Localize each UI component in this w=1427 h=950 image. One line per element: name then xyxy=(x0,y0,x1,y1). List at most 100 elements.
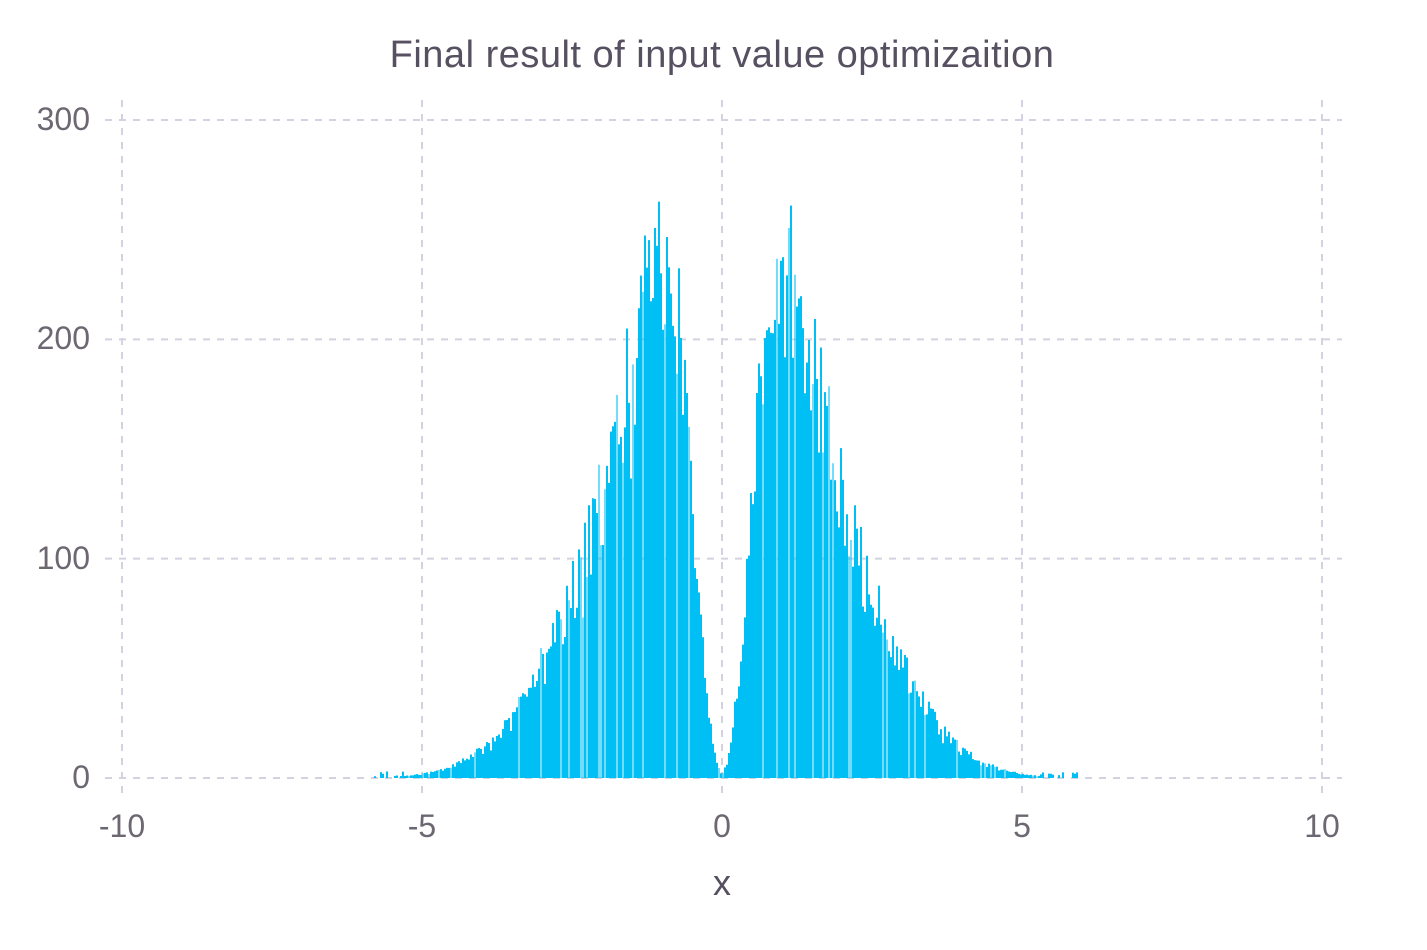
histogram-bar xyxy=(570,608,572,778)
histogram-bar xyxy=(832,463,834,778)
histogram-bar xyxy=(864,611,866,778)
histogram-bar xyxy=(884,619,886,778)
histogram-bar xyxy=(1042,772,1044,778)
y-tick-label-200: 200 xyxy=(36,320,90,357)
histogram-bar xyxy=(894,665,896,778)
histogram-bar xyxy=(536,680,538,778)
histogram-bar xyxy=(840,448,842,778)
histogram-bar xyxy=(874,625,876,778)
histogram-bar xyxy=(532,674,534,778)
histogram-bar xyxy=(824,392,826,778)
histogram-bar xyxy=(558,611,560,778)
histogram-bar xyxy=(424,772,426,778)
histogram-bar xyxy=(664,324,666,778)
histogram-bar xyxy=(556,610,558,778)
histogram-bar xyxy=(860,526,862,778)
histogram-bar xyxy=(402,771,404,778)
histogram-bar xyxy=(646,267,648,778)
histogram-bar xyxy=(820,347,822,778)
histogram-bar xyxy=(588,505,590,778)
x-tick-label--5: -5 xyxy=(407,808,437,844)
histogram-bar xyxy=(680,337,682,778)
histogram-bar xyxy=(546,652,548,778)
histogram-bar xyxy=(640,275,642,778)
histogram-bar xyxy=(462,758,464,778)
histogram-bar xyxy=(772,333,774,778)
y-tick-label-0: 0 xyxy=(72,759,90,795)
histogram-bar xyxy=(878,585,880,778)
histogram-bar xyxy=(422,773,424,778)
histogram-bar xyxy=(946,736,948,778)
histogram-bar xyxy=(1038,776,1040,778)
histogram-bar xyxy=(782,257,784,778)
histogram-bar xyxy=(456,762,458,778)
histogram-bar xyxy=(648,240,650,778)
histogram-bar xyxy=(818,452,820,778)
histogram-bar xyxy=(714,752,716,778)
histogram-bar xyxy=(972,759,974,778)
histogram-bar xyxy=(934,711,936,778)
histogram-bar xyxy=(734,701,736,778)
histogram-bar xyxy=(1016,772,1018,778)
histogram-bar xyxy=(606,465,608,778)
histogram-bar xyxy=(1058,775,1060,778)
histogram-bar xyxy=(790,205,792,779)
histogram-bar xyxy=(552,623,554,778)
histogram-bar xyxy=(980,765,982,778)
histogram-bar xyxy=(608,482,610,778)
histogram-bar xyxy=(892,635,894,778)
histogram-bar xyxy=(610,431,612,778)
histogram-bar xyxy=(666,237,668,778)
histogram-bar xyxy=(638,308,640,778)
histogram-bar xyxy=(544,684,546,778)
histogram-bar xyxy=(930,708,932,778)
histogram-bar xyxy=(728,753,730,778)
histogram-bar xyxy=(512,712,514,778)
histogram-bar xyxy=(794,274,796,778)
histogram-bar xyxy=(826,405,828,778)
histogram-bar xyxy=(730,742,732,778)
histogram-bar xyxy=(472,757,474,778)
histogram-bar xyxy=(624,427,626,778)
histogram-bar xyxy=(1072,772,1074,778)
histogram-bar xyxy=(394,775,396,778)
histogram-bar xyxy=(548,648,550,778)
histogram-bar xyxy=(526,696,528,778)
histogram-bar xyxy=(922,691,924,778)
histogram-bar xyxy=(950,743,952,778)
histogram-bar xyxy=(592,498,594,778)
histogram-bar xyxy=(764,338,766,778)
histogram-bar xyxy=(876,617,878,778)
histogram-bar xyxy=(778,323,780,778)
histogram-bar xyxy=(488,742,490,778)
histogram-bar xyxy=(742,644,744,778)
histogram-bar xyxy=(568,600,570,778)
histogram-bar xyxy=(436,770,438,778)
histogram-bar xyxy=(732,727,734,778)
histogram-bar xyxy=(628,402,630,778)
histogram-bar xyxy=(520,696,522,778)
histogram-bar xyxy=(656,245,658,779)
histogram-bar xyxy=(998,770,1000,778)
histogram-bar xyxy=(722,772,724,778)
histogram-bar xyxy=(1022,773,1024,778)
histogram-bar xyxy=(750,493,752,778)
histogram-bar xyxy=(708,717,710,778)
histogram-bar xyxy=(920,706,922,778)
histogram-bar xyxy=(928,701,930,778)
histogram-bar xyxy=(668,267,670,778)
histogram-bar xyxy=(718,768,720,778)
histogram-bar xyxy=(496,735,498,778)
histogram-bar xyxy=(596,512,598,778)
histogram-bar xyxy=(452,764,454,778)
histogram-bar xyxy=(1026,774,1028,778)
histogram-bar xyxy=(756,392,758,778)
histogram-bar xyxy=(1014,771,1016,778)
histogram-bar xyxy=(762,404,764,778)
histogram-bar xyxy=(704,677,706,778)
histogram-bar xyxy=(632,364,634,778)
histogram-bar xyxy=(420,774,422,778)
histogram-bar xyxy=(602,544,604,778)
histogram-bar xyxy=(564,637,566,778)
histogram-bar xyxy=(1006,770,1008,778)
